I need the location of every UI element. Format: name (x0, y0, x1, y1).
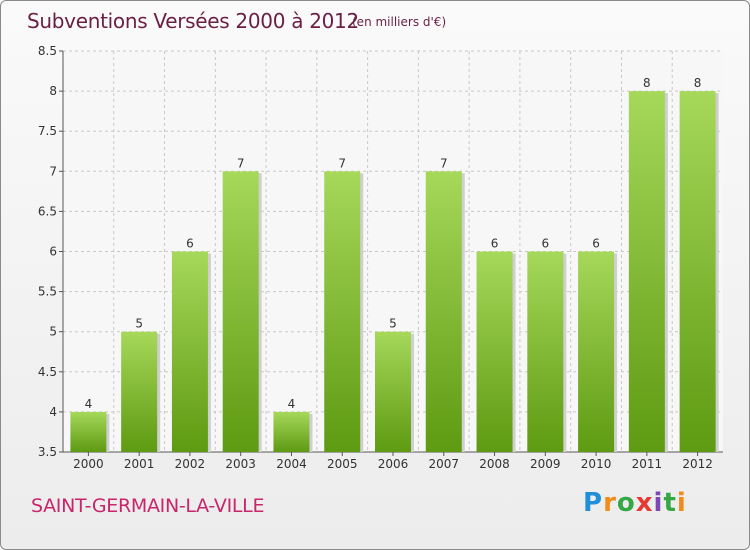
data-label: 8 (643, 76, 651, 90)
data-label: 4 (288, 397, 296, 411)
bar-2006 (375, 331, 411, 452)
labels: 4 2000 5 2001 6 2002 7 2003 4 2004 7 2005 5 2006 7 2007… (73, 76, 713, 471)
y-tick-label: 3.5 (38, 445, 57, 459)
bar-2003 (222, 171, 259, 453)
bar-2002 (171, 251, 208, 452)
data-label: 8 (694, 76, 702, 90)
data-label: 6 (592, 237, 600, 251)
y-tick-label: 8 (49, 84, 57, 98)
y-tick-label: 8.5 (38, 44, 57, 58)
y-tick-label: 6 (49, 245, 57, 259)
y-tick-label: 6.5 (38, 204, 57, 218)
x-tick-label: 2010 (581, 457, 612, 471)
bar-2007 (425, 171, 462, 453)
y-tick-label: 4.5 (38, 365, 57, 379)
x-tick-label: 2008 (479, 457, 510, 471)
bar-2011 (628, 91, 665, 452)
x-tick-label: 2005 (327, 457, 358, 471)
x-tick-label: 2003 (225, 457, 256, 471)
chart-unit: (en milliers d'€) (352, 15, 447, 29)
x-tick-label: 2000 (73, 457, 104, 471)
x-tick-label: 2006 (378, 457, 409, 471)
x-tick-label: 2007 (428, 457, 459, 471)
x-tick-label: 2004 (276, 457, 307, 471)
place-name: SAINT-GERMAIN-LA-VILLE (31, 495, 265, 517)
bars (70, 91, 719, 453)
x-tick-label: 2002 (175, 457, 206, 471)
y-tick-label: 7.5 (38, 124, 57, 138)
data-label: 7 (440, 156, 448, 170)
data-label: 6 (541, 237, 549, 251)
data-label: 6 (491, 237, 499, 251)
data-label: 7 (338, 156, 346, 170)
x-tick-label: 2011 (632, 457, 663, 471)
y-tick-label: 5.5 (38, 285, 57, 299)
bar-2009 (527, 251, 564, 452)
data-label: 5 (135, 317, 143, 331)
y-tick-label: 4 (49, 405, 57, 419)
bar-2012 (679, 91, 716, 452)
data-label: 6 (186, 237, 194, 251)
bar-2008 (476, 251, 513, 452)
bar-2000 (70, 411, 107, 452)
y-tick-label: 7 (49, 164, 57, 178)
bar-2010 (578, 251, 615, 452)
bar-2005 (324, 171, 361, 453)
bar-2001 (121, 331, 158, 452)
x-tick-label: 2009 (530, 457, 561, 471)
y-tick-label: 5 (49, 325, 57, 339)
data-label: 7 (237, 156, 245, 170)
x-tick-label: 2012 (682, 457, 713, 471)
bar-2004 (273, 411, 310, 452)
data-label: 5 (389, 317, 397, 331)
proxiti-logo: Proxiti (583, 488, 687, 518)
chart-title: Subventions Versées 2000 à 2012 (27, 9, 359, 33)
x-tick-label: 2001 (124, 457, 155, 471)
data-label: 4 (85, 397, 93, 411)
